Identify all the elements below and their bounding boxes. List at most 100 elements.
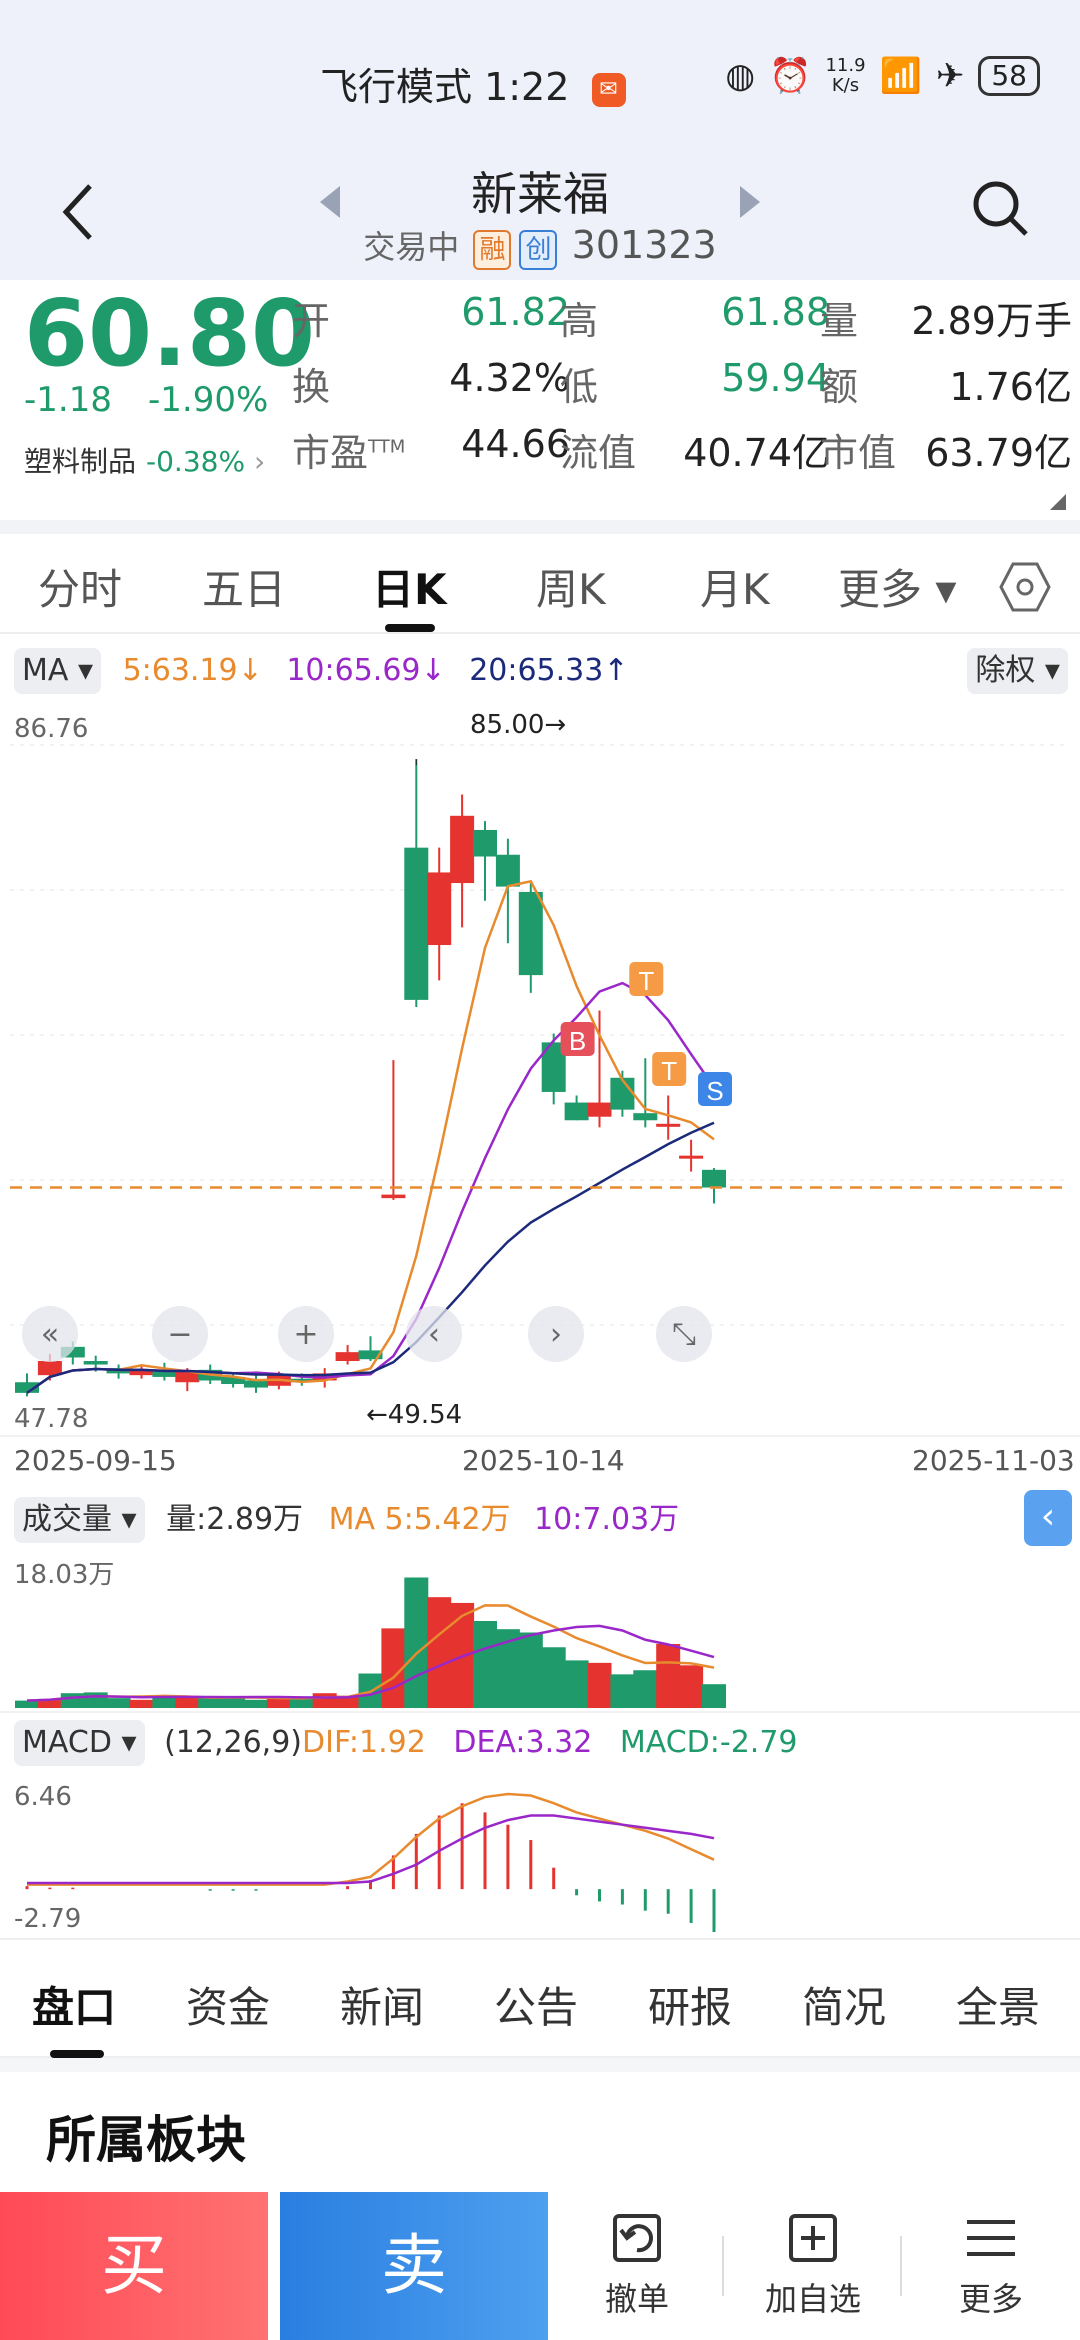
zoom-control-icon	[278, 1306, 334, 1362]
tab-2[interactable]: 日K	[372, 565, 447, 614]
zoom-control-glyph: ›	[550, 1317, 562, 1352]
collapse-side-icon[interactable]: ‹	[1024, 1490, 1072, 1546]
tab-1[interactable]: 五日	[202, 565, 287, 614]
signal-flag	[629, 962, 664, 996]
volume-bar	[610, 1674, 635, 1708]
stock-name: 新莱福	[471, 167, 609, 221]
tab-4[interactable]: 月K	[700, 565, 770, 614]
volume-bar	[198, 1698, 223, 1708]
ma-selector[interactable]: MA ▾	[14, 648, 102, 694]
stock-nav: 新莱福 交易中 融创 301323	[0, 150, 1080, 280]
quote-value: 61.88	[721, 290, 830, 334]
info-tab-5[interactable]: 简况	[802, 1983, 887, 2032]
candle-body	[358, 1350, 383, 1360]
candle-body	[83, 1361, 108, 1365]
tab-0[interactable]: 分时	[38, 565, 123, 614]
zoom-control-icon	[152, 1306, 208, 1362]
quote-value: 63.79亿	[925, 431, 1072, 475]
candle-body	[656, 1123, 681, 1127]
zoom-control-icon	[528, 1306, 584, 1362]
volume-bar	[15, 1700, 39, 1708]
quote-row: 开 61.82 高 61.88 量 2.89万手	[292, 290, 1072, 356]
quote-panel: 60.80 -1.18 -1.90% 塑料制品 -0.38% › 开 61.82 高 61…	[0, 280, 1080, 520]
info-tab-0[interactable]: 盘口	[32, 1983, 117, 2032]
tab-underline	[385, 624, 435, 632]
search-icon[interactable]	[968, 176, 1032, 240]
ma10-value: 10:65.69↓	[286, 653, 446, 688]
more-button[interactable]: 更多	[906, 2192, 1076, 2340]
candle-body	[37, 1361, 62, 1376]
settings-hex-icon[interactable]	[998, 560, 1052, 614]
volume-ma10-line	[26, 1624, 715, 1702]
candle-body	[587, 1102, 612, 1117]
candle-body	[427, 872, 452, 946]
margin-tag: 融	[473, 230, 512, 270]
divider	[0, 520, 1080, 534]
signal-flag	[698, 1072, 732, 1106]
volume-ma10: 10:7.03万	[534, 1502, 680, 1537]
macd-legend: MACD ▾ (12,26,9)DIF:1.92 DEA:3.32 MACD:-…	[14, 1720, 1074, 1766]
add-watchlist-button[interactable]: 加自选	[728, 2192, 898, 2340]
volume-bar	[129, 1699, 154, 1708]
volume-bar	[564, 1660, 589, 1708]
volume-selector[interactable]: 成交量 ▾	[14, 1497, 145, 1543]
candle-body	[633, 1113, 658, 1121]
candle-body	[289, 1378, 314, 1383]
hd-icon: ◍	[725, 56, 756, 96]
volume-bar	[83, 1692, 108, 1708]
next-stock-icon[interactable]	[740, 186, 760, 218]
quote-value: 44.66	[461, 422, 570, 466]
status-center: 飞行模式 1:22 ✉	[320, 56, 626, 111]
info-tab-3[interactable]: 公告	[494, 1983, 579, 2032]
expand-corner-icon[interactable]	[1050, 494, 1066, 510]
tab-5[interactable]: 更多 ▾	[838, 565, 957, 614]
candle-body	[495, 854, 520, 887]
quote-label: 市值	[820, 431, 897, 475]
candle-body	[404, 847, 429, 1000]
stock-code: 301323	[571, 223, 717, 267]
info-tab-1[interactable]: 资金	[186, 1983, 271, 2032]
dea-line	[27, 1814, 715, 1885]
prev-stock-icon[interactable]	[320, 186, 340, 218]
candle-body	[702, 1169, 726, 1188]
signal-label: T	[638, 966, 654, 996]
quote-value: 59.94	[721, 356, 830, 400]
cancel-order-button[interactable]: 撤单	[552, 2192, 722, 2340]
signal-label: T	[661, 1056, 677, 1086]
candle-body	[15, 1382, 39, 1393]
price-change: -1.18 -1.90%	[24, 380, 269, 420]
sell-button[interactable]: 卖	[280, 2192, 548, 2340]
network-speed: 11.9 K/s	[825, 55, 866, 96]
quote-label: 量	[820, 299, 859, 343]
signal-label: B	[569, 1026, 586, 1056]
back-icon[interactable]	[58, 180, 98, 244]
info-tab-2[interactable]: 新闻	[340, 1983, 425, 2032]
candle-body	[152, 1371, 177, 1377]
volume-ma5: MA 5:5.42万	[328, 1502, 511, 1537]
date-mid: 2025-10-14	[462, 1444, 625, 1477]
volume-bar	[175, 1696, 200, 1708]
ma-legend: MA ▾ 5:63.19↓ 10:65.69↓ 20:65.33↑ 除权 ▾	[14, 648, 1074, 694]
wifi-icon: 📶	[879, 56, 922, 96]
adjust-selector[interactable]: 除权 ▾	[967, 648, 1068, 694]
tab-3[interactable]: 周K	[536, 565, 606, 614]
section-title: 所属板块	[46, 2111, 246, 2169]
buy-button[interactable]: 买	[0, 2192, 268, 2340]
sector-link[interactable]: 塑料制品 -0.38% ›	[24, 445, 266, 478]
info-tab-4[interactable]: 研报	[648, 1983, 733, 2032]
menu-icon	[967, 2220, 1015, 2256]
status-right: ◍ ⏰ 11.9 K/s 📶 ✈ 58	[725, 56, 1040, 96]
volume-bar	[289, 1697, 314, 1708]
quote-label: 开	[292, 299, 331, 343]
zoom-control-glyph: «	[41, 1317, 59, 1352]
more-label: 更多	[958, 2280, 1023, 2318]
volume-bar	[518, 1632, 543, 1708]
date-end: 2025-11-03	[912, 1444, 1075, 1477]
zoom-control-icon	[22, 1306, 78, 1362]
quote-label: 换	[292, 365, 331, 409]
info-tab-6[interactable]: 全景	[956, 1983, 1041, 2032]
ma20-value: 20:65.33↑	[469, 653, 629, 688]
macd-selector[interactable]: MACD ▾	[14, 1720, 145, 1766]
candle-body	[175, 1371, 200, 1383]
